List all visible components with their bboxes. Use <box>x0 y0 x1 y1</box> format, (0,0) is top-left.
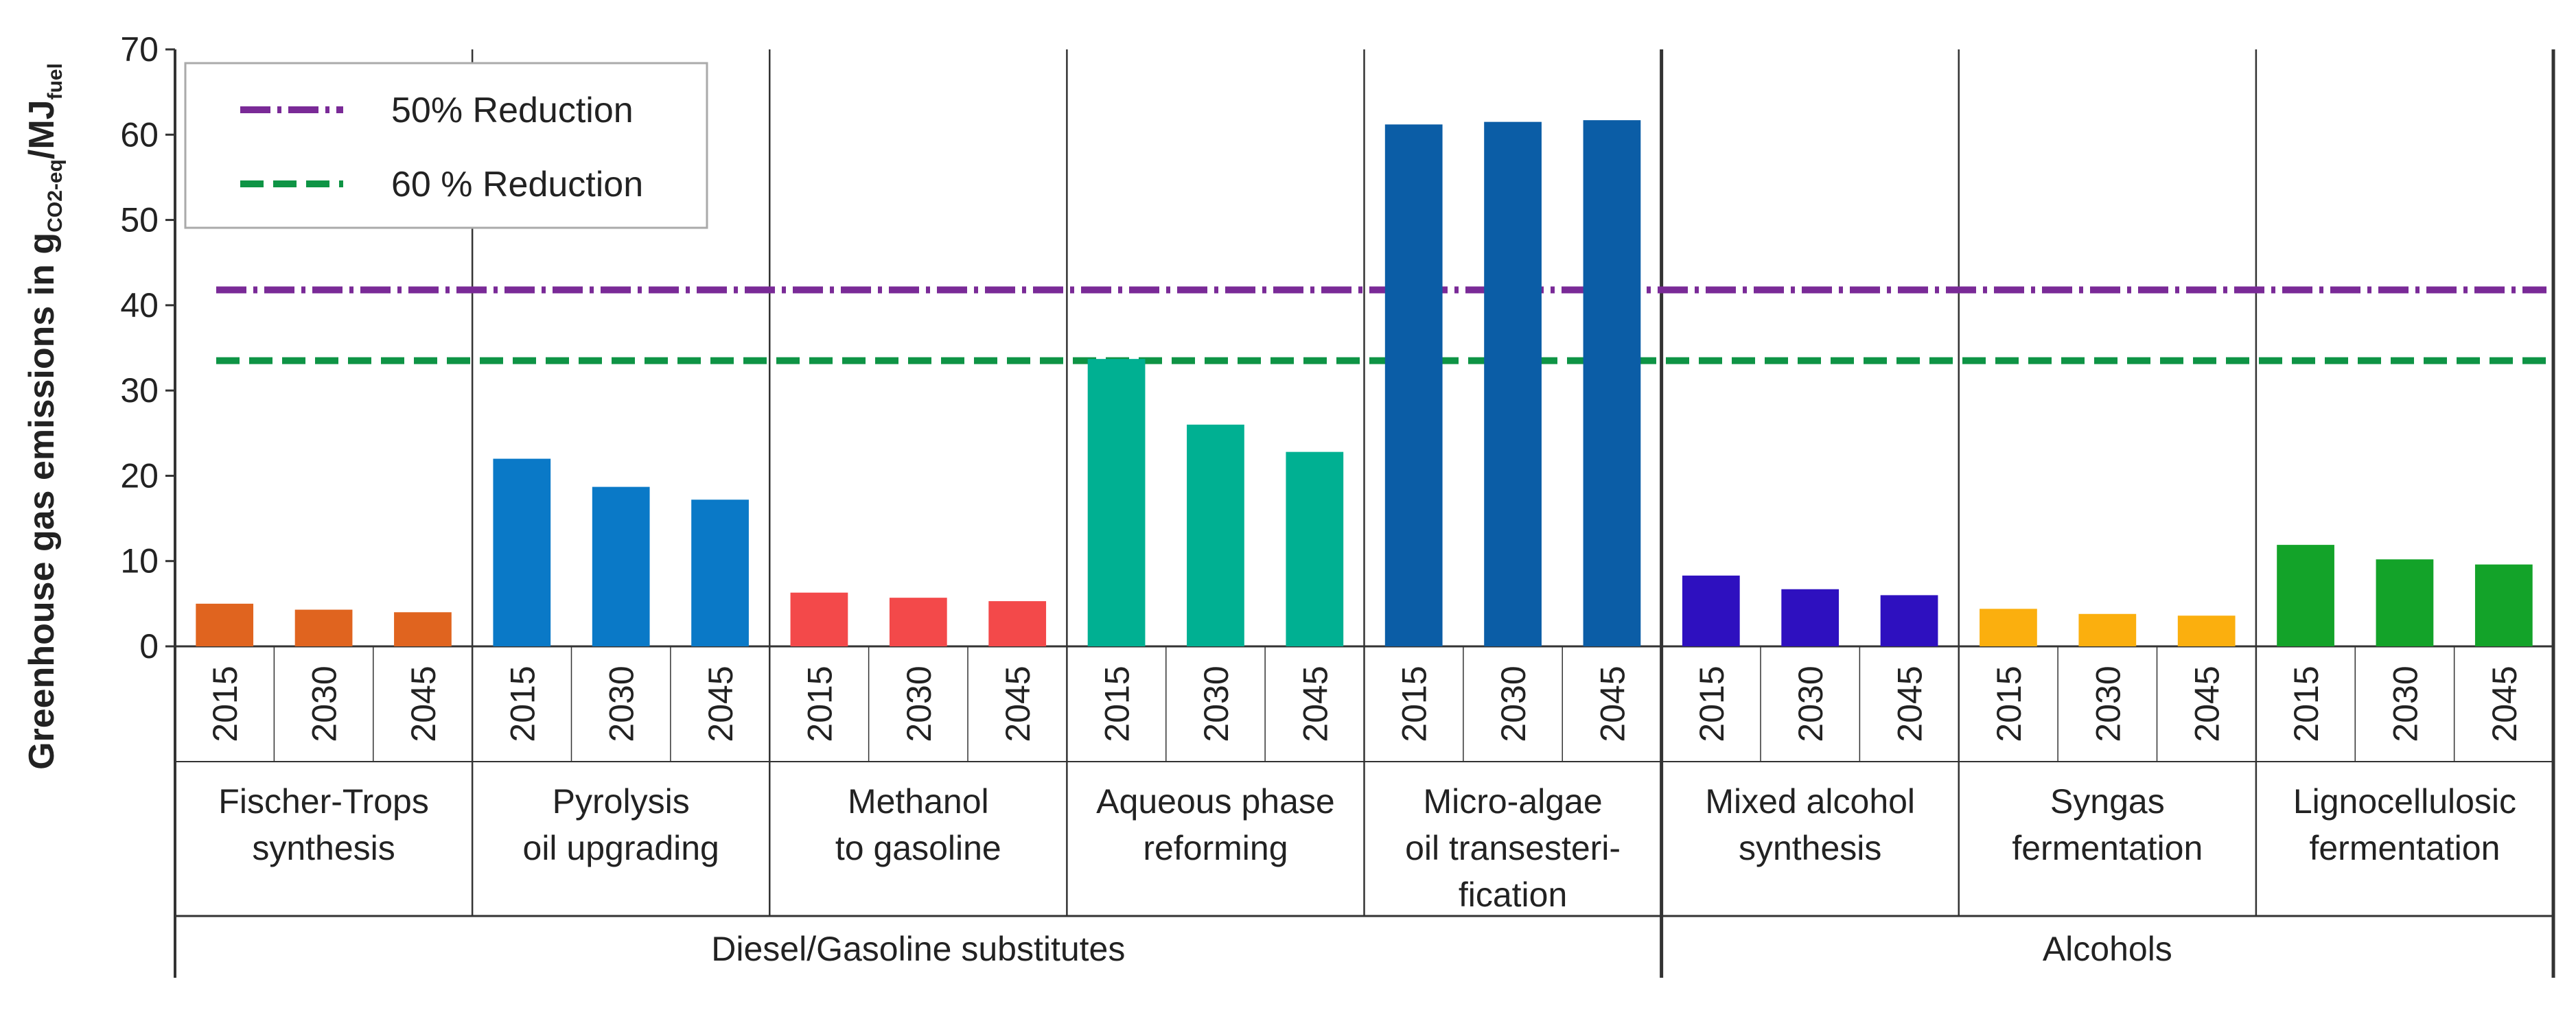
bar[interactable] <box>2277 545 2334 646</box>
year-tick-label: 2045 <box>404 666 443 742</box>
group-name-label: oil upgrading <box>523 829 719 867</box>
year-tick-label: 2030 <box>1197 666 1235 742</box>
y-tick-label: 40 <box>120 286 159 325</box>
year-tick-label: 2045 <box>999 666 1037 742</box>
group-name-label: fermentation <box>2012 829 2203 867</box>
group-name-label: Fischer-Trops <box>218 782 429 821</box>
bar[interactable] <box>1980 609 2037 646</box>
bar[interactable] <box>889 598 947 646</box>
group-name-label: to gasoline <box>835 829 1001 867</box>
year-tick-label: 2030 <box>1791 666 1830 742</box>
year-tick-label: 2030 <box>305 666 344 742</box>
year-tick-label: 2030 <box>2089 666 2127 742</box>
group-name-label: Pyrolysis <box>553 782 690 821</box>
group-name-label: fermentation <box>2309 829 2500 867</box>
year-tick-label: 2030 <box>1494 666 1533 742</box>
legend-box <box>184 62 708 229</box>
bar[interactable] <box>1682 575 1740 646</box>
year-tick-label: 2030 <box>2386 666 2424 742</box>
bar[interactable] <box>1384 124 1443 646</box>
bar[interactable] <box>2474 564 2533 646</box>
bar[interactable] <box>592 486 650 646</box>
group-name-label: fication <box>1459 876 1567 914</box>
bar[interactable] <box>1187 424 1244 646</box>
year-tick-label: 2045 <box>2485 666 2524 742</box>
group-name-label: reforming <box>1143 829 1288 867</box>
year-tick-label: 2015 <box>800 666 839 742</box>
year-tick-label: 2045 <box>701 666 740 742</box>
year-tick-label: 2015 <box>206 666 244 742</box>
y-axis-title-part: /MJ <box>22 99 62 159</box>
year-tick-label: 2045 <box>1593 666 1632 742</box>
group-name-label: Micro-algae <box>1423 782 1602 821</box>
y-axis-title-subscript: CO2-eq <box>44 159 67 233</box>
bar[interactable] <box>988 601 1047 646</box>
bar[interactable] <box>394 612 452 646</box>
group-name-label: oil transesteri- <box>1405 829 1621 867</box>
bar[interactable] <box>196 603 254 646</box>
bar[interactable] <box>1484 121 1542 647</box>
bar[interactable] <box>294 609 353 646</box>
bar[interactable] <box>493 458 551 646</box>
year-tick-label: 2045 <box>1891 666 1929 742</box>
group-name-label: Aqueous phase <box>1096 782 1335 821</box>
y-tick-label: 30 <box>120 371 159 410</box>
y-axis-title-subscript: fuel <box>44 63 67 99</box>
group-name-label: Methanol <box>848 782 989 821</box>
group-name-label: synthesis <box>1739 829 1881 867</box>
legend-entry-label: 60 % Reduction <box>391 165 643 204</box>
bar[interactable] <box>2177 615 2236 646</box>
legend-entry-label: 50% Reduction <box>391 91 634 130</box>
group-name-label: Syngas <box>2050 782 2165 821</box>
bar[interactable] <box>1087 359 1146 646</box>
y-tick-label: 0 <box>139 627 159 666</box>
y-tick-label: 10 <box>120 542 159 580</box>
bar[interactable] <box>1880 595 1938 646</box>
year-tick-label: 2015 <box>1395 666 1434 742</box>
year-tick-label: 2015 <box>1098 666 1137 742</box>
group-name-label: Mixed alcohol <box>1705 782 1915 821</box>
bar[interactable] <box>1286 451 1344 646</box>
year-tick-label: 2045 <box>1296 666 1334 742</box>
year-tick-label: 2015 <box>1990 666 2028 742</box>
year-tick-label: 2015 <box>1693 666 1731 742</box>
group-name-label: Lignocellulosic <box>2293 782 2516 821</box>
y-tick-label: 50 <box>120 201 159 239</box>
y-axis-title-part: Greenhouse gas emissions in g <box>22 233 62 770</box>
year-tick-label: 2030 <box>603 666 641 742</box>
year-tick-label: 2030 <box>900 666 938 742</box>
bar[interactable] <box>1583 120 1641 646</box>
category-label: Diesel/Gasoline substitutes <box>711 930 1125 968</box>
year-tick-label: 2015 <box>2287 666 2325 742</box>
bar[interactable] <box>691 500 749 646</box>
year-tick-label: 2045 <box>2188 666 2227 742</box>
bar[interactable] <box>2376 559 2434 646</box>
bar[interactable] <box>790 592 848 646</box>
category-label: Alcohols <box>2043 930 2172 968</box>
year-tick-label: 2015 <box>503 666 542 742</box>
y-tick-label: 70 <box>120 30 159 69</box>
bar[interactable] <box>1781 589 1840 646</box>
y-tick-label: 20 <box>120 456 159 495</box>
group-name-label: synthesis <box>252 829 395 867</box>
bar[interactable] <box>2078 613 2137 646</box>
y-tick-label: 60 <box>120 115 159 154</box>
y-axis-title: Greenhouse gas emissions in gCO2-eq/MJfu… <box>22 63 67 770</box>
